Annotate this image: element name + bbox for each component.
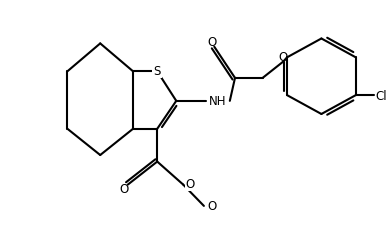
Text: O: O <box>207 200 217 212</box>
Text: O: O <box>185 177 195 190</box>
Text: Cl: Cl <box>376 89 386 102</box>
Text: S: S <box>154 64 161 77</box>
Text: O: O <box>208 36 217 49</box>
Text: NH: NH <box>208 95 226 108</box>
Text: O: O <box>279 51 288 64</box>
Text: O: O <box>119 182 129 195</box>
